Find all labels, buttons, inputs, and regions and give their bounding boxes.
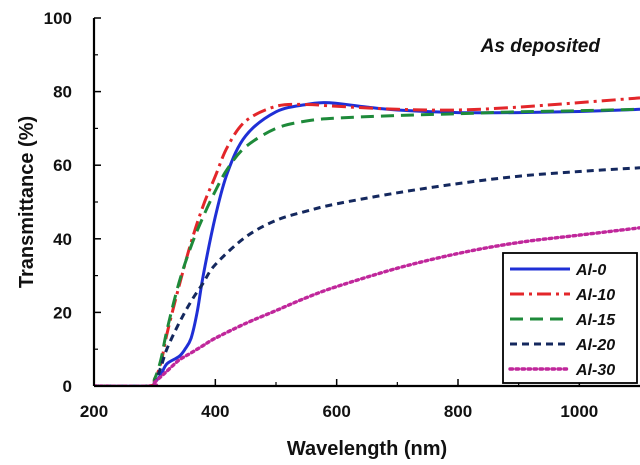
y-tick-label: 80 (53, 83, 72, 102)
x-tick-label: 200 (80, 402, 108, 421)
x-tick-label: 1000 (560, 402, 598, 421)
x-tick-label: 800 (444, 402, 472, 421)
legend-label: Al-10 (575, 287, 615, 304)
legend-box (502, 252, 638, 384)
y-tick-label: 20 (53, 303, 72, 322)
series-line-al-20 (94, 166, 640, 386)
y-tick-label: 0 (63, 377, 72, 396)
annotation-text: As deposited (480, 36, 601, 57)
legend-label: Al-15 (575, 312, 616, 329)
x-tick-label: 600 (322, 402, 350, 421)
y-tick-label: 100 (44, 9, 72, 28)
series-line-al-30 (94, 226, 640, 386)
legend-label: Al-0 (575, 262, 606, 279)
y-axis-title: Transmittance (%) (16, 116, 38, 288)
x-axis-title: Wavelength (nm) (287, 438, 447, 460)
tick-labels: 0 20 40 60 80 100 200 400 600 800 1000 (44, 9, 599, 421)
legend-label: Al-20 (575, 337, 615, 354)
y-tick-label: 40 (53, 230, 72, 249)
x-tick-label: 400 (201, 402, 229, 421)
series-line-al-15 (94, 107, 640, 386)
series-line-al-0 (94, 101, 640, 386)
y-tick-label: 60 (53, 156, 72, 175)
legend-label: Al-30 (575, 362, 615, 379)
legend: Al-0 Al-10 Al-15 Al-20 Al-30 (502, 252, 638, 384)
series-lines (94, 96, 640, 386)
